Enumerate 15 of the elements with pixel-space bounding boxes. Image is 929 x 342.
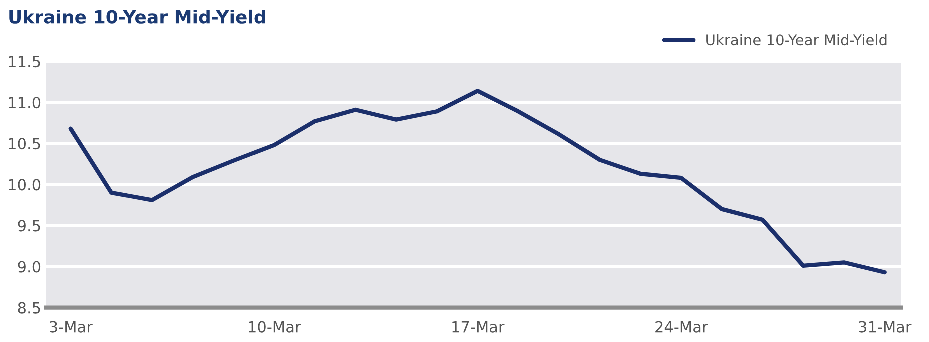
legend-label: Ukraine 10-Year Mid-Yield [706,34,887,46]
x-tick-label: 10-Mar [249,321,302,333]
y-tick-label: 11.0 [9,97,41,109]
chart-title: Ukraine 10-Year Mid-Yield [10,10,266,24]
y-tick-label: 10.5 [9,138,40,150]
y-tick-label: 9.0 [18,261,41,273]
y-tick-label: 10.0 [9,179,41,191]
x-tick-label: 17-Mar [452,321,505,333]
x-tick-label: 3-Mar [50,321,93,333]
y-tick-label: 8.5 [18,302,40,314]
y-tick-label: 11.5 [9,56,40,68]
line-series [68,89,887,275]
y-tick-label: 9.5 [18,220,40,232]
x-tick-label: 31-Mar [859,321,912,333]
x-tick-label: 24-Mar [656,321,708,333]
